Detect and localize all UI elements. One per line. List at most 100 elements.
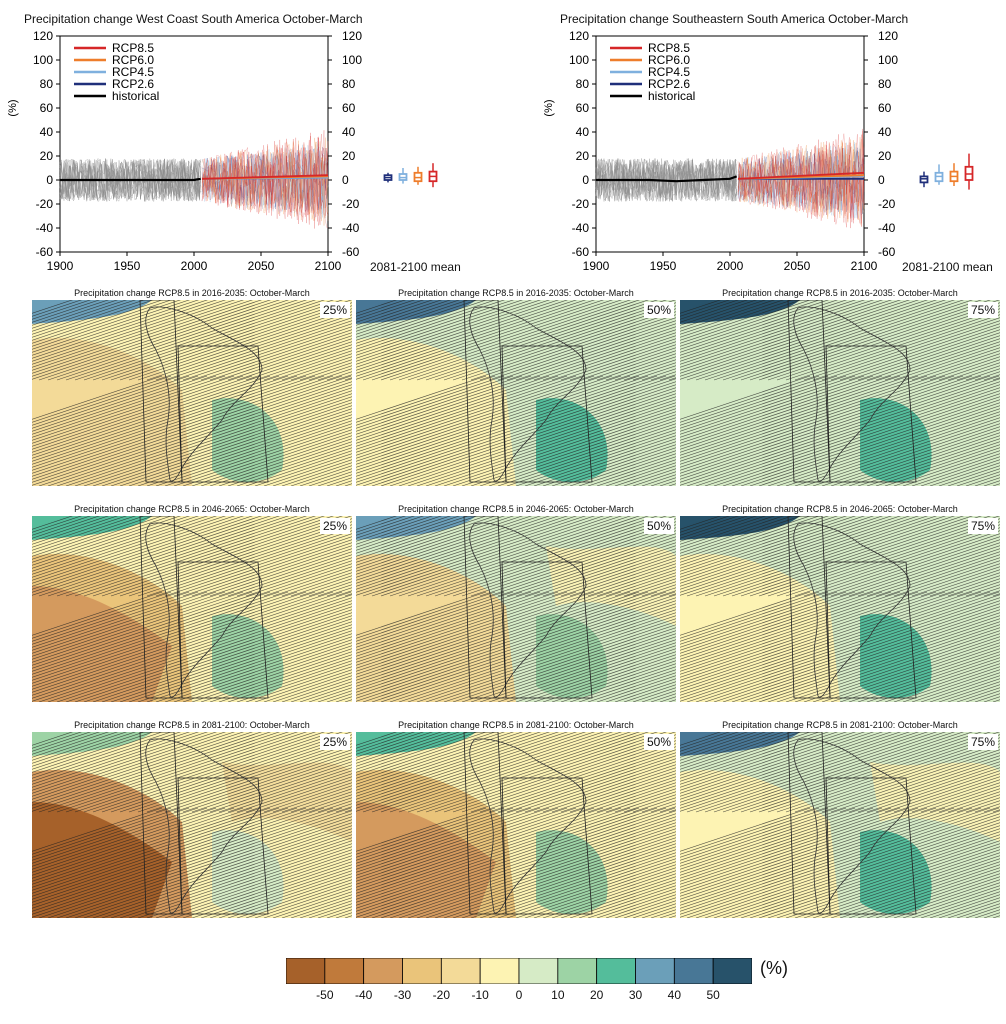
hatch-line	[218, 873, 352, 918]
hatch-line	[614, 791, 676, 813]
historical-member	[59, 159, 201, 202]
hatch-line	[695, 816, 1000, 918]
hatch-line	[758, 516, 1000, 597]
hatch-line	[551, 660, 676, 702]
hatch-line	[32, 516, 163, 560]
hatch-line	[362, 381, 676, 486]
hatch-line	[128, 843, 352, 918]
hatch-line	[866, 873, 1000, 918]
hatch-line	[32, 300, 136, 335]
hatch-line	[680, 807, 883, 876]
x-tick-label: 2100	[315, 259, 342, 273]
y-tick-label: 40	[576, 125, 590, 139]
hatch-line	[569, 344, 676, 381]
hatch-line	[74, 825, 352, 918]
hatch-line	[254, 453, 352, 486]
hatch-line	[875, 554, 1000, 597]
hatch-line	[560, 879, 676, 918]
y-tick-label: 0	[342, 173, 349, 187]
hatch-line	[542, 551, 676, 597]
hatch-line	[119, 408, 352, 486]
hatch-line	[542, 767, 676, 813]
precipitation-map	[356, 516, 676, 702]
hatch-line	[902, 453, 1000, 486]
hatch-line	[704, 819, 1000, 918]
hatch-line	[542, 335, 676, 381]
hatch-line	[416, 615, 676, 702]
significance-hatching	[32, 516, 352, 702]
colorbar-swatch	[673, 958, 714, 984]
hatch-line	[356, 591, 514, 645]
hatch-line	[680, 375, 820, 423]
y-tick-label: 60	[40, 101, 54, 115]
hatch-line	[164, 423, 352, 486]
hatch-line	[680, 732, 766, 761]
hatch-line	[686, 732, 928, 813]
hatch-line	[32, 807, 172, 855]
hatch-line	[101, 516, 343, 597]
hatch-line	[356, 300, 496, 347]
hatch-line	[32, 591, 307, 684]
hatch-line	[356, 516, 514, 569]
hatch-line	[497, 320, 676, 381]
scenario-member	[201, 147, 329, 211]
hatch-line	[893, 666, 1000, 702]
hatch-line	[680, 375, 955, 468]
scenario-member	[201, 141, 329, 221]
percentile-label: 75%	[967, 734, 998, 750]
hatch-line	[272, 891, 352, 918]
hatch-line	[227, 876, 352, 918]
y-tick-label: 20	[342, 149, 356, 163]
hatch-line	[236, 663, 352, 702]
hatch-line	[680, 591, 910, 669]
hatch-line	[389, 822, 676, 918]
wet-northwest	[680, 516, 800, 540]
hatch-line	[356, 807, 586, 885]
hatch-line	[356, 591, 622, 681]
region-box-southeastern	[501, 777, 593, 915]
scenario-member	[201, 133, 329, 225]
hatch-line	[680, 375, 865, 438]
scenario-member	[737, 141, 865, 219]
hatch-line	[110, 516, 352, 597]
hatch-line	[101, 300, 343, 381]
hatch-line	[32, 591, 280, 675]
series-line	[60, 177, 201, 182]
hatch-line	[749, 732, 991, 813]
hatch-line	[848, 545, 1000, 597]
hatch-line	[443, 408, 676, 486]
map-title: Precipitation change RCP8.5 in 2046-2065…	[398, 504, 634, 514]
hatch-line	[146, 633, 352, 702]
hatch-line	[938, 897, 1000, 918]
hatch-line	[731, 612, 1000, 702]
hatch-line	[830, 539, 1000, 597]
hatch-line	[32, 732, 253, 806]
hatch-line	[434, 405, 676, 486]
south-america-coastline	[793, 738, 911, 914]
hatch-line	[560, 341, 676, 381]
significance-hatching	[680, 732, 1000, 918]
hatch-line	[839, 542, 1000, 597]
hatch-line	[32, 300, 127, 332]
hatch-line	[866, 551, 1000, 597]
hatch-line	[680, 591, 928, 675]
hatch-line	[569, 776, 676, 813]
hatch-line	[65, 516, 307, 597]
hatch-line	[686, 516, 928, 597]
y-tick-label: -20	[878, 197, 896, 211]
hatch-line	[272, 785, 352, 813]
hatch-line	[929, 894, 1000, 918]
hatch-line	[680, 516, 829, 566]
hatch-line	[38, 381, 352, 486]
scenario-member	[737, 150, 865, 216]
map-title: Precipitation change RCP8.5 in 2081-2100…	[398, 720, 634, 730]
hatch-line	[596, 785, 676, 813]
hatch-line	[83, 516, 325, 597]
hatch-line	[83, 300, 325, 381]
hatch-line	[578, 563, 676, 597]
hatch-line	[803, 314, 1000, 381]
hatch-line	[356, 516, 478, 557]
hatch-line	[680, 591, 955, 684]
colorbar-swatch	[596, 958, 636, 984]
hatch-line	[92, 732, 334, 813]
